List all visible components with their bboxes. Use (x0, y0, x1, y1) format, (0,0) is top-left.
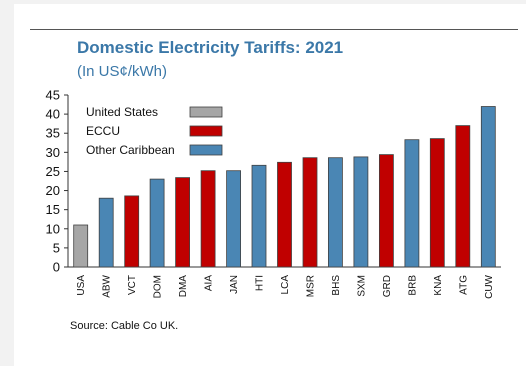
bar-aia (200, 170, 216, 268)
top-divider (30, 29, 518, 30)
source-note: Source: Cable Co UK. (70, 320, 179, 332)
y-tick-label: 30 (46, 145, 60, 160)
x-tick-label: KNA (433, 275, 444, 296)
chart-subtitle: (In US¢/kWh) (77, 63, 168, 80)
x-tick-label: CUW (484, 274, 495, 298)
y-tick-label: 45 (46, 88, 60, 103)
y-tick-label: 40 (46, 107, 60, 122)
x-tick-label: AIA (204, 275, 215, 291)
legend-swatch (189, 106, 223, 118)
bar-bhs (327, 157, 343, 268)
y-tick-label: 5 (53, 240, 60, 255)
x-tick-label: MSR (305, 275, 316, 297)
y-tick-label: 10 (46, 221, 60, 236)
bar-lca (277, 161, 292, 268)
x-tick-label: BHS (331, 275, 342, 296)
legend-label: Other Caribbean (86, 143, 175, 157)
y-tick-label: 20 (46, 183, 60, 198)
x-tick-label: BRB (407, 275, 418, 296)
bar-grd (378, 154, 394, 268)
legend-swatch (189, 125, 223, 137)
x-tick-label: DMA (178, 275, 189, 298)
bar-sxm (353, 156, 369, 268)
y-tick-label: 15 (46, 202, 60, 217)
x-tick-label: GRD (382, 275, 393, 297)
y-tick-label: 0 (53, 260, 60, 275)
x-tick-label: DOM (153, 275, 164, 298)
y-tick-label: 35 (46, 126, 60, 141)
y-tick-label: 25 (46, 164, 60, 179)
bar-brb (404, 139, 420, 268)
bar-usa (73, 224, 89, 268)
x-tick-label: ABW (102, 274, 113, 297)
bar-abw (98, 197, 114, 268)
bar-atg (455, 125, 471, 268)
x-tick-label: USA (76, 275, 87, 296)
x-tick-label: LCA (280, 275, 291, 295)
bar-msr (302, 157, 318, 268)
x-tick-label: ATG (458, 275, 469, 295)
bar-cuw (480, 106, 496, 268)
chart-title: Domestic Electricity Tariffs: 2021 (77, 38, 344, 57)
bar-hti (251, 164, 267, 268)
x-tick-label: HTI (255, 275, 266, 291)
bar-dom (149, 178, 165, 268)
legend-label: United States (86, 105, 158, 119)
bar-jan (226, 170, 242, 268)
x-tick-label: VCT (127, 275, 138, 295)
bar-dma (175, 177, 191, 268)
bar-vct (124, 195, 140, 268)
legend-label: ECCU (86, 124, 120, 138)
legend-swatch (189, 144, 223, 156)
x-tick-label: JAN (229, 275, 240, 294)
bar-kna (429, 138, 445, 268)
x-tick-label: SXM (356, 275, 367, 297)
